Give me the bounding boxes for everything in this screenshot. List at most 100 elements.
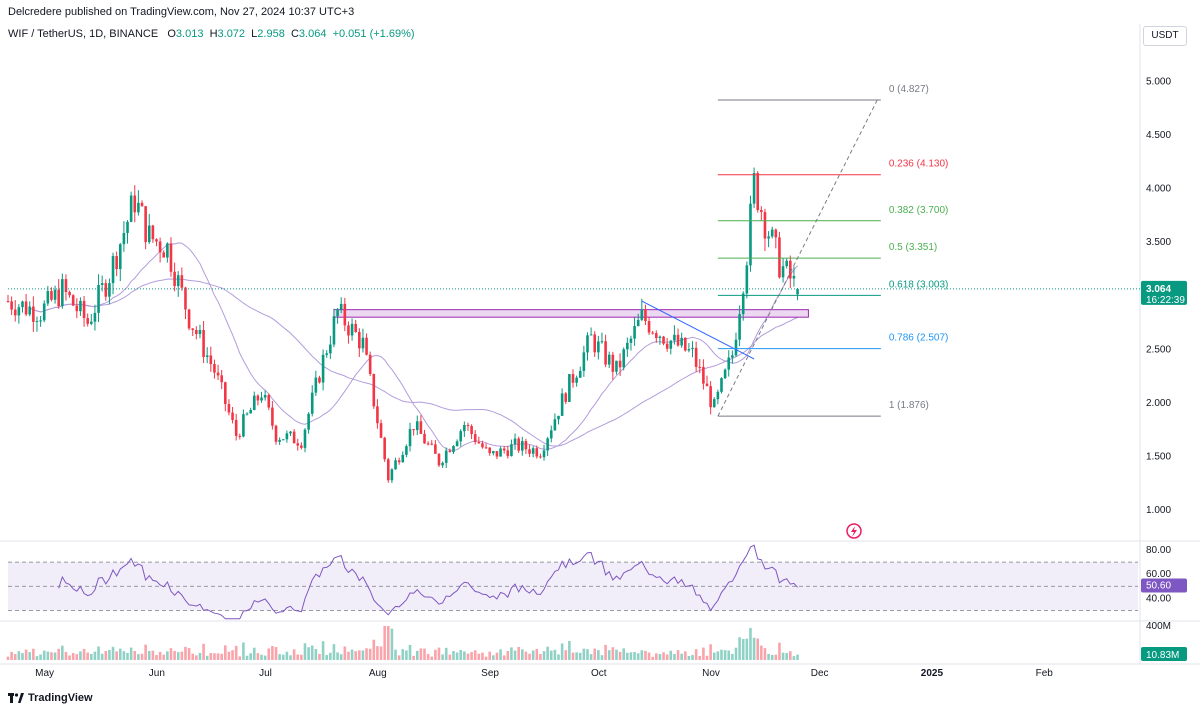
candle-body xyxy=(140,202,144,207)
candle-body xyxy=(13,309,17,316)
volume-bar xyxy=(680,653,683,660)
volume-bar xyxy=(147,650,151,660)
candle-body xyxy=(510,444,513,457)
volume-bar xyxy=(42,650,46,660)
candle-body xyxy=(752,172,756,204)
rsi-line xyxy=(58,544,798,620)
candle-body xyxy=(568,374,571,402)
candle-body xyxy=(64,279,68,292)
candle-body xyxy=(162,252,166,258)
candle-body xyxy=(720,378,723,392)
candle-body xyxy=(354,323,357,332)
candle-body xyxy=(263,395,267,398)
candle-body xyxy=(589,334,593,336)
currency-selector[interactable]: USDT xyxy=(1143,26,1187,46)
candle-body xyxy=(318,377,321,383)
rsi-tick-label: 40.00 xyxy=(1146,593,1171,604)
volume-bar xyxy=(676,650,680,660)
volume-bar xyxy=(126,652,129,660)
close-label: C xyxy=(290,28,299,40)
volume-bar xyxy=(615,649,618,660)
candle-body xyxy=(781,266,785,278)
price-tick-label: 4.500 xyxy=(1146,130,1171,141)
candle-body xyxy=(546,438,549,451)
candle-body xyxy=(560,393,564,416)
candle-body xyxy=(723,369,727,379)
volume-bar xyxy=(137,654,140,660)
volume-bar xyxy=(104,651,108,660)
candle-body xyxy=(542,450,546,458)
time-tick-label: Dec xyxy=(811,668,829,679)
volume-bar xyxy=(520,649,524,660)
volume-bar xyxy=(249,653,252,660)
header-bar: Delcredere published on TradingView.com,… xyxy=(0,0,1200,24)
volume-bar xyxy=(350,649,354,660)
candle-body xyxy=(321,354,325,383)
candle-body xyxy=(789,260,792,279)
candle-body xyxy=(213,364,216,373)
price-tick-label: 2.500 xyxy=(1146,344,1171,355)
candle-body xyxy=(698,366,702,368)
candle-body xyxy=(180,275,184,288)
volume-bar xyxy=(180,651,184,660)
candle-body xyxy=(774,229,778,238)
candle-body xyxy=(10,301,13,310)
volume-bar xyxy=(528,653,531,660)
rsi-value-badge xyxy=(1141,578,1187,593)
candle-body xyxy=(763,212,767,239)
volume-bar xyxy=(390,628,394,660)
volume-bar xyxy=(720,649,723,660)
volume-bar xyxy=(281,654,285,660)
candle-body xyxy=(71,295,75,306)
candle-body xyxy=(488,447,491,454)
candle-body xyxy=(42,303,46,321)
volume-bar xyxy=(687,655,691,660)
open-label: O xyxy=(167,28,176,40)
volume-bar xyxy=(506,651,510,660)
volume-bar xyxy=(386,626,390,660)
candle-body xyxy=(437,453,441,466)
candle-body xyxy=(477,442,481,444)
candle-body xyxy=(473,434,477,443)
volume-bar xyxy=(734,647,738,660)
volume-bar xyxy=(158,651,162,660)
candle-body xyxy=(434,444,437,454)
volume-bar xyxy=(93,651,97,660)
time-tick-label: Aug xyxy=(369,668,387,679)
candle-body xyxy=(227,404,231,413)
volume-bar xyxy=(763,648,767,660)
volume-bar xyxy=(358,650,361,660)
volume-bar xyxy=(495,652,499,660)
fib-level-label: 0.618 (3.003) xyxy=(889,279,949,290)
volume-bar xyxy=(365,648,368,660)
volume-bar xyxy=(760,645,763,660)
candle-body xyxy=(24,301,28,315)
candle-body xyxy=(575,377,578,383)
volume-bar xyxy=(242,642,245,660)
candle-body xyxy=(231,412,234,420)
volume-bar xyxy=(444,647,448,660)
candle-body xyxy=(629,338,633,343)
candle-body xyxy=(705,383,709,387)
volume-bar xyxy=(274,647,278,660)
candle-body xyxy=(553,419,557,431)
candle-body xyxy=(760,210,763,213)
volume-bar xyxy=(553,649,557,660)
fib-level-label: 0 (4.827) xyxy=(889,84,929,95)
candle-body xyxy=(683,337,687,351)
candle-body xyxy=(292,431,296,444)
volume-bar xyxy=(712,652,716,660)
footer-brand[interactable]: TradingView xyxy=(8,690,93,706)
volume-bar xyxy=(499,649,502,660)
candle-body xyxy=(82,300,86,319)
candle-body xyxy=(21,301,24,308)
candle-body xyxy=(470,425,473,435)
volume-bar xyxy=(292,649,296,660)
volume-bar xyxy=(191,653,195,660)
volume-bar xyxy=(662,652,665,660)
volume-bar xyxy=(82,648,86,660)
rsi-tick-label: 80.00 xyxy=(1146,545,1171,556)
lightning-icon[interactable] xyxy=(846,523,862,539)
candle-body xyxy=(430,443,434,445)
